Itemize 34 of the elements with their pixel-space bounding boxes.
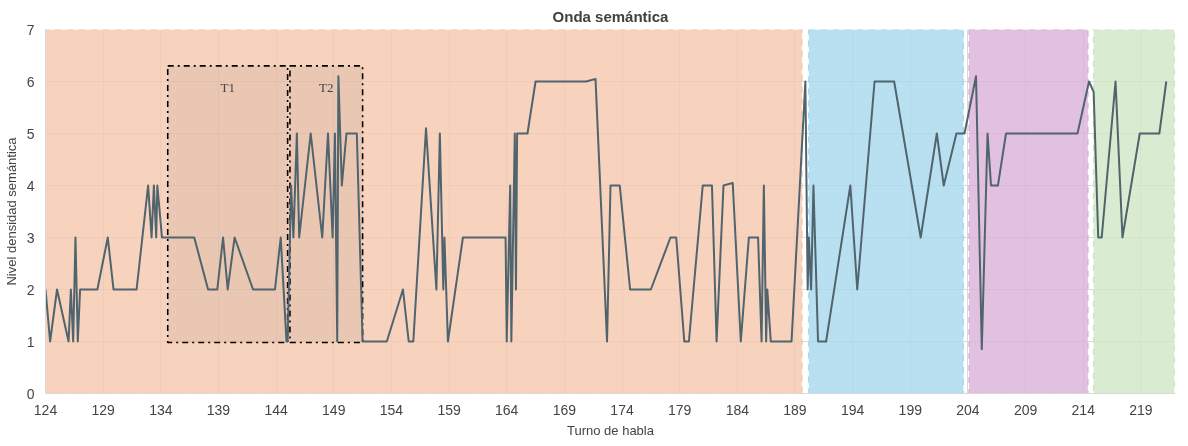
y-tick-label: 3 bbox=[26, 229, 35, 246]
x-tick-label: 209 bbox=[1013, 401, 1038, 418]
line-series bbox=[45, 75, 1168, 351]
y-tick-label: 5 bbox=[26, 125, 35, 142]
y-axis-title: Nivel densidad semántica bbox=[3, 136, 19, 286]
x-tick-label: 144 bbox=[264, 401, 289, 418]
x-tick-label: 214 bbox=[1071, 401, 1096, 418]
x-tick-label: 164 bbox=[495, 401, 519, 418]
y-tick-label: 0 bbox=[26, 385, 35, 402]
x-tick-label: 154 bbox=[379, 401, 404, 418]
x-axis-title: Turno de habla bbox=[567, 422, 655, 438]
x-tick-label: 174 bbox=[610, 401, 634, 418]
x-tick-label: 159 bbox=[437, 401, 461, 418]
x-tick-label: 179 bbox=[668, 401, 692, 418]
band-label: T2 bbox=[319, 80, 334, 96]
x-tick-label: 134 bbox=[149, 401, 173, 418]
x-tick-label: 149 bbox=[322, 401, 346, 418]
y-tick-label: 6 bbox=[26, 73, 35, 90]
y-tick-label: 1 bbox=[26, 333, 35, 350]
x-tick-label: 124 bbox=[33, 401, 58, 418]
y-tick-label: 4 bbox=[26, 177, 35, 194]
x-tick-label: 199 bbox=[898, 401, 923, 418]
x-tick-label: 194 bbox=[840, 401, 865, 418]
x-tick-label: 204 bbox=[956, 401, 980, 418]
x-tick-label: 129 bbox=[91, 401, 116, 418]
y-tick-label: 2 bbox=[26, 281, 35, 298]
band-label: T1 bbox=[220, 80, 235, 96]
x-tick-label: 184 bbox=[725, 401, 750, 418]
x-tick-label: 219 bbox=[1129, 401, 1153, 418]
y-tick-label: 7 bbox=[26, 21, 35, 38]
x-tick-label: 169 bbox=[552, 401, 577, 418]
x-tick-label: 139 bbox=[206, 401, 231, 418]
x-tick-label: 189 bbox=[783, 401, 807, 418]
chart-title: Onda semántica bbox=[552, 7, 670, 25]
